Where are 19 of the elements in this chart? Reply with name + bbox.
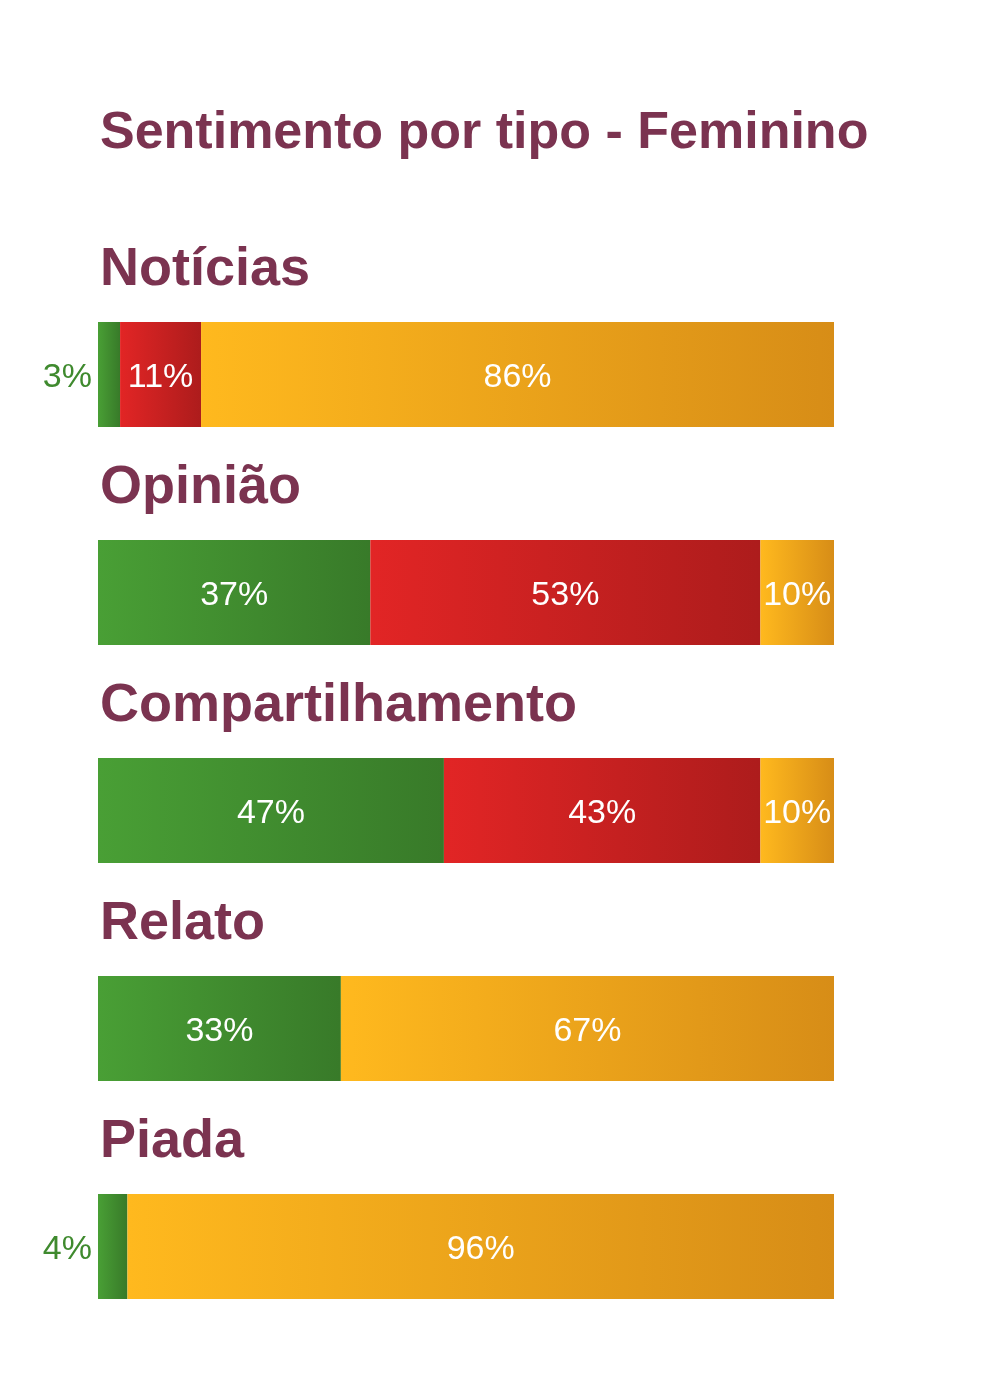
y-tick-label: Opinião <box>100 454 301 514</box>
data-label: 4% <box>42 1227 92 1266</box>
data-label: 67% <box>553 1009 622 1048</box>
y-tick-label: Compartilhamento <box>100 672 578 732</box>
y-tick-label: Relato <box>100 890 266 950</box>
data-label: 86% <box>483 355 552 394</box>
data-label: 43% <box>568 791 637 830</box>
data-label: 10% <box>763 791 832 830</box>
data-label: 11% <box>127 355 194 394</box>
data-label: 3% <box>42 355 92 394</box>
data-label: 37% <box>200 573 269 612</box>
data-label: 96% <box>446 1227 515 1266</box>
data-label: 47% <box>236 791 305 830</box>
y-tick-label: Notícias <box>100 236 311 296</box>
data-label: 53% <box>531 573 600 612</box>
y-tick-label: Piada <box>100 1108 246 1168</box>
data-label: 10% <box>763 573 832 612</box>
data-label: 33% <box>185 1009 254 1048</box>
chart-title: Sentimento por tipo - Feminino <box>100 101 869 159</box>
